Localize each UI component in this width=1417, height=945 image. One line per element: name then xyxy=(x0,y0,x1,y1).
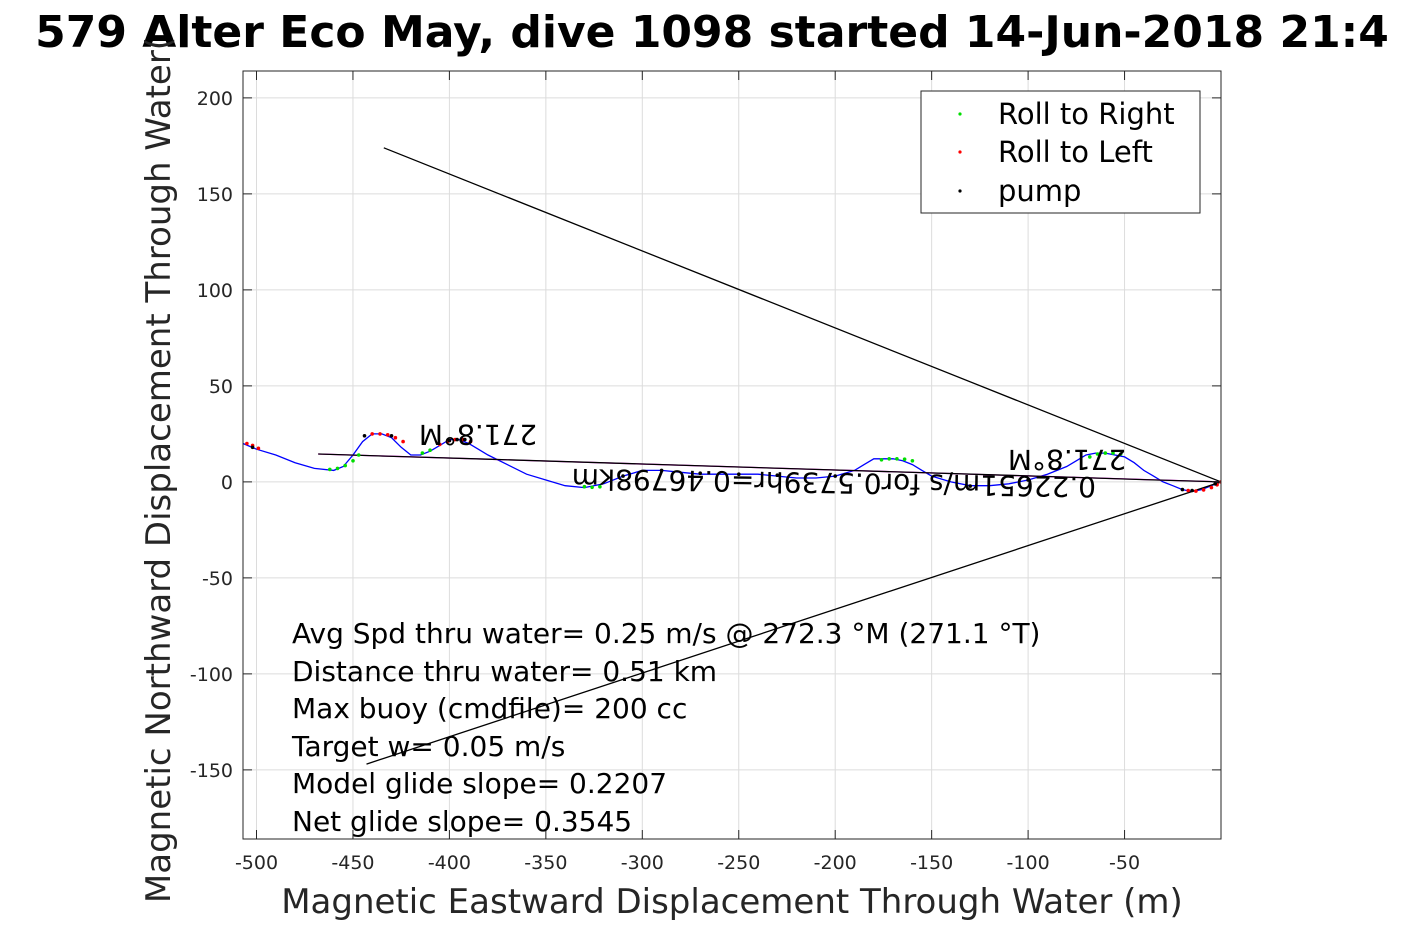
marker-roll-left-2 xyxy=(256,446,261,451)
marker-pump-7 xyxy=(659,468,664,473)
avg-speed-text: Avg Spd thru water= 0.25 m/s @ 272.3 °M … xyxy=(292,617,1040,650)
marker-pump-10 xyxy=(775,473,780,478)
heading-label-right: 271.8°M xyxy=(1008,443,1126,476)
x-tick-label-8: -100 xyxy=(1007,852,1050,874)
marker-pump-5 xyxy=(463,437,467,442)
x-tick-label-3: -350 xyxy=(524,852,567,874)
y-tick-label-2: -50 xyxy=(202,568,233,590)
legend-marker-pump xyxy=(958,189,962,193)
speed-segment-label: 0.22651m/s for0.5739hr=0.46798km xyxy=(571,462,1096,503)
marker-pump-15 xyxy=(1190,488,1194,493)
marker-roll-right-12 xyxy=(895,457,899,461)
marker-pump-3 xyxy=(447,438,452,443)
marker-pump-12 xyxy=(968,484,972,488)
marker-roll-right-8 xyxy=(590,485,594,490)
x-tick-label-0: -500 xyxy=(235,852,278,874)
marker-roll-left-4 xyxy=(378,432,382,436)
marker-roll-right-7 xyxy=(582,484,587,489)
chart-title: 579 Alter Eco May, dive 1098 started 14-… xyxy=(35,7,1389,58)
marker-pump-2 xyxy=(389,434,394,438)
model-glide-text: Model glide slope= 0.2207 xyxy=(292,767,667,800)
stats-annotation: Avg Spd thru water= 0.25 m/s @ 272.3 °M … xyxy=(291,617,1040,838)
plot-frame xyxy=(242,70,1222,840)
marker-roll-left-0 xyxy=(245,441,249,446)
marker-roll-right-3 xyxy=(351,459,355,463)
x-tick-label-7: -150 xyxy=(910,852,953,874)
marker-pump-9 xyxy=(737,472,741,477)
marker-pump-11 xyxy=(833,474,837,478)
x-tick-label-2: -400 xyxy=(428,852,471,874)
y-tick-label-4: 50 xyxy=(209,376,233,398)
marker-roll-left-6 xyxy=(393,435,398,440)
marker-roll-right-16 xyxy=(1095,452,1100,456)
marker-roll-left-16 xyxy=(1209,485,1214,490)
series-line-3 xyxy=(383,147,1221,483)
marker-roll-right-0 xyxy=(328,467,332,472)
series-line-2 xyxy=(318,453,1221,483)
marker-roll-right-5 xyxy=(420,451,425,455)
y-tick-label-6: 150 xyxy=(197,184,233,206)
marker-roll-left-12 xyxy=(468,439,473,444)
x-tick-label-6: -200 xyxy=(814,852,857,874)
target-w-text: Target w= 0.05 m/s xyxy=(291,730,565,763)
marker-roll-left-5 xyxy=(385,433,390,437)
y-tick-label-5: 100 xyxy=(197,280,233,302)
y-tick-label-7: 200 xyxy=(197,88,233,110)
distance-text: Distance thru water= 0.51 km xyxy=(292,655,717,688)
data-layer xyxy=(243,147,1221,765)
marker-roll-right-9 xyxy=(598,484,602,489)
marker-roll-right-10 xyxy=(879,458,884,462)
marker-roll-right-2 xyxy=(343,463,348,468)
marker-pump-4 xyxy=(455,437,459,442)
marker-roll-right-11 xyxy=(887,457,891,461)
marker-roll-left-15 xyxy=(1201,488,1206,492)
marker-roll-right-19 xyxy=(1118,452,1123,456)
legend: Roll to Right Roll to Left pump xyxy=(920,90,1201,214)
x-tick-label-5: -250 xyxy=(717,852,760,874)
marker-roll-right-6 xyxy=(428,448,432,453)
marker-pump-0 xyxy=(250,445,255,450)
legend-label-roll-left: Roll to Left xyxy=(998,135,1153,169)
marker-pump-14 xyxy=(1180,487,1185,492)
legend-marker-roll-right xyxy=(958,112,962,116)
marker-roll-right-18 xyxy=(1111,451,1115,455)
y-tick-label-3: 0 xyxy=(221,472,233,494)
series-line-4 xyxy=(366,481,1221,765)
y-axis-label: Magnetic Northward Displacement Through … xyxy=(139,37,179,903)
tick-labels: -500 -450 -400 -350 -300 -250 -200 -150 -100 -50-… xyxy=(190,88,1140,874)
legend-marker-roll-left xyxy=(958,150,962,154)
marker-roll-right-14 xyxy=(910,459,915,463)
marker-pump-13 xyxy=(1026,478,1030,482)
marker-roll-left-13 xyxy=(1186,488,1190,493)
marker-roll-right-1 xyxy=(335,466,340,471)
net-glide-text: Net glide slope= 0.3545 xyxy=(292,805,632,838)
marker-roll-right-17 xyxy=(1103,451,1108,455)
marker-roll-left-3 xyxy=(370,432,375,436)
marker-pump-8 xyxy=(698,471,702,476)
marker-roll-left-7 xyxy=(401,439,405,444)
x-axis-label: Magnetic Eastward Displacement Through W… xyxy=(281,882,1183,922)
marker-roll-right-15 xyxy=(1088,455,1092,459)
x-tick-label-9: -50 xyxy=(1109,852,1140,874)
marker-roll-left-14 xyxy=(1194,489,1198,493)
marker-pump-6 xyxy=(621,474,625,478)
legend-label-roll-right: Roll to Right xyxy=(998,97,1175,131)
marker-roll-left-8 xyxy=(438,442,442,447)
x-tick-label-1: -450 xyxy=(331,852,374,874)
marker-roll-right-4 xyxy=(356,453,361,457)
max-buoy-text: Max buoy (cmdfile)= 200 cc xyxy=(292,692,687,725)
legend-label-pump: pump xyxy=(998,174,1081,208)
marker-pump-1 xyxy=(362,434,367,438)
y-tick-label-1: -100 xyxy=(190,664,233,686)
marker-pump-16 xyxy=(1213,482,1217,486)
legend-box xyxy=(920,90,1201,214)
heading-label-left: 271.8°M xyxy=(419,418,537,451)
marker-roll-right-13 xyxy=(902,457,907,462)
x-tick-label-4: -300 xyxy=(621,852,664,874)
tick-marks xyxy=(243,71,1221,839)
y-tick-label-0: -150 xyxy=(190,760,233,782)
